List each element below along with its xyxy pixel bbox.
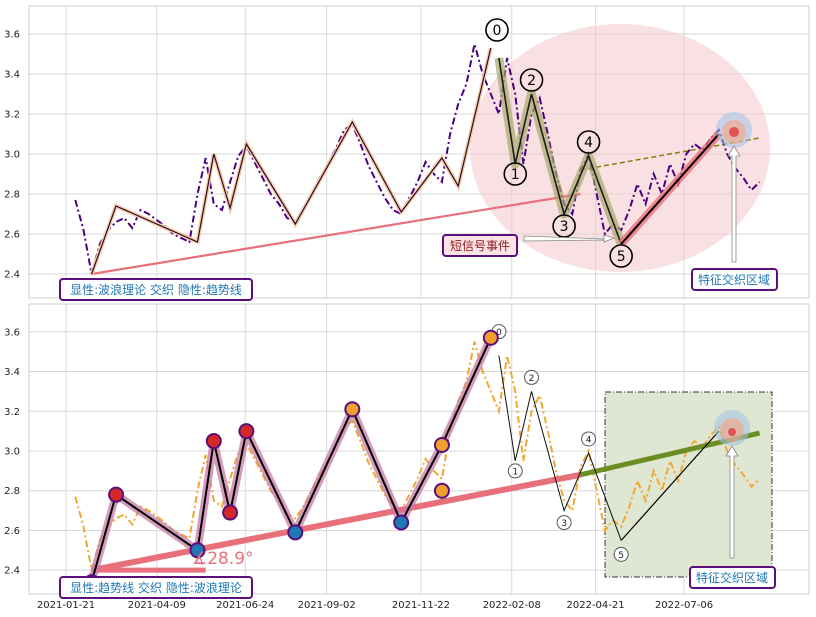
- wave-label-5: 5: [617, 249, 626, 265]
- top-zone-arrow: [727, 145, 741, 263]
- wave-marker-5: 5: [618, 551, 624, 561]
- x-tick-label: 2021-04-09: [128, 600, 186, 611]
- turning-point-marker: [344, 401, 361, 418]
- bottom-zone-arrow: [725, 445, 739, 559]
- top-caption: 显性:波浪理论 交织 隐性:趋势线: [59, 278, 253, 301]
- y-tick-label: 2.8: [4, 486, 20, 497]
- y-tick-label: 3.4: [4, 70, 20, 81]
- turning-point-marker: [482, 329, 499, 346]
- x-tick-label: 2021-09-02: [298, 600, 356, 611]
- turning-point-marker: [238, 423, 255, 440]
- x-tick-label: 2021-06-24: [216, 600, 274, 611]
- wave-label-2: 2: [527, 73, 536, 89]
- wave-marker-0: 0: [496, 328, 502, 338]
- top-dashed-channel-line: [580, 137, 760, 171]
- bottom-caption: 显性:趋势线 交织 隐性:波浪理论: [59, 576, 253, 599]
- wave-label-1: 1: [511, 167, 520, 183]
- bottom-wave-line: [498, 355, 622, 541]
- svg-text:特征交织区域: 特征交织区域: [696, 570, 768, 585]
- wave-marker-circle: [581, 431, 597, 447]
- y-tick-label: 2.6: [4, 526, 20, 537]
- turning-point-marker: [287, 524, 304, 541]
- svg-text:显性:趋势线 交织 隐性:波浪理论: 显性:趋势线 交织 隐性:波浪理论: [70, 580, 242, 595]
- wave-marker-4: 4: [586, 435, 592, 445]
- x-tick-label: 2022-04-21: [566, 600, 624, 611]
- y-tick-label: 3.0: [4, 150, 20, 161]
- bottom-feature-glow: [714, 410, 750, 446]
- bottom-y-tick-labels: 2.4 2.6 2.8 3.0 3.2 3.4 3.6: [4, 327, 20, 576]
- wave-marker-circle: [507, 463, 523, 479]
- top-feature-zone-label: 特征交织区域: [691, 268, 778, 291]
- top-wave-line: [498, 57, 622, 245]
- wave-label-0: 0: [492, 23, 501, 39]
- top-up-leg-line: [620, 133, 720, 245]
- y-tick-label: 2.6: [4, 230, 20, 241]
- wave-marker-2: 2: [529, 374, 535, 384]
- trend-angle-label: ∡28.9°: [192, 549, 254, 569]
- turning-point-marker: [433, 482, 450, 499]
- turning-point-marker: [108, 486, 125, 503]
- top-y-tick-labels: 2.4 2.6 2.8 3.0 3.2 3.4 3.6: [4, 30, 20, 281]
- wave-marker-circle: [556, 515, 572, 531]
- wave-marker-1: 1: [512, 467, 518, 477]
- turning-point-marker: [205, 433, 222, 450]
- short-signal-label: 短信号事件: [442, 234, 518, 257]
- wave-label-circle: [609, 244, 633, 268]
- svg-text:显性:波浪理论 交织 隐性:趋势线: 显性:波浪理论 交织 隐性:趋势线: [70, 282, 242, 297]
- top-short-signal-arrow: [523, 234, 616, 243]
- turning-point-marker: [393, 514, 410, 531]
- y-tick-label: 3.2: [4, 407, 20, 418]
- wave-marker-3: 3: [561, 519, 567, 529]
- y-tick-label: 2.4: [4, 566, 20, 577]
- x-tick-labels: 2021-01-21 2021-04-09 2021-06-24 2021-09-02…: [37, 600, 713, 611]
- turning-point-marker: [189, 542, 206, 559]
- top-zone-ellipse: [470, 24, 770, 272]
- top-wave-labels: 0 1 2 3 4 5: [485, 18, 633, 268]
- top-trend-line: [91, 192, 581, 276]
- wave-label-circle: [576, 130, 601, 154]
- y-tick-label: 3.6: [4, 30, 20, 41]
- bottom-price-line: [74, 341, 761, 571]
- x-tick-label: 2022-02-08: [483, 600, 541, 611]
- top-price-line: [74, 43, 761, 275]
- bottom-feature-zone-label: 特征交织区域: [689, 566, 776, 589]
- bottom-trend-line: [91, 471, 581, 574]
- y-tick-label: 3.0: [4, 446, 20, 457]
- top-zigzag-line: [91, 47, 492, 275]
- bottom-turning-points: [83, 329, 499, 591]
- y-tick-label: 3.2: [4, 110, 20, 121]
- x-tick-label: 2021-11-22: [392, 600, 450, 611]
- wave-label-circle: [503, 162, 528, 186]
- turning-point-marker: [222, 504, 239, 521]
- wave-label-3: 3: [560, 219, 569, 235]
- wave-label-circle: [519, 68, 544, 92]
- svg-text:特征交织区域: 特征交织区域: [698, 272, 770, 287]
- svg-text:短信号事件: 短信号事件: [450, 239, 510, 253]
- wave-marker-circle: [524, 369, 540, 385]
- y-tick-label: 3.4: [4, 367, 20, 378]
- x-tick-label: 2021-01-21: [37, 600, 95, 611]
- y-tick-label: 2.4: [4, 270, 20, 281]
- wave-label-circle: [552, 214, 576, 238]
- y-tick-label: 2.8: [4, 190, 20, 201]
- bottom-wave-labels: 0 1 2 3 4 5: [491, 324, 629, 562]
- wave-label-circle: [485, 18, 509, 42]
- top-series-layer: [74, 43, 761, 276]
- bottom-up-leg-line: [620, 430, 720, 541]
- x-tick-label: 2022-07-06: [655, 600, 713, 611]
- turning-point-marker: [433, 437, 450, 454]
- y-tick-label: 3.6: [4, 327, 20, 338]
- wave-marker-circle: [613, 546, 629, 562]
- wave-label-4: 4: [584, 135, 593, 151]
- top-feature-glow: [716, 112, 752, 148]
